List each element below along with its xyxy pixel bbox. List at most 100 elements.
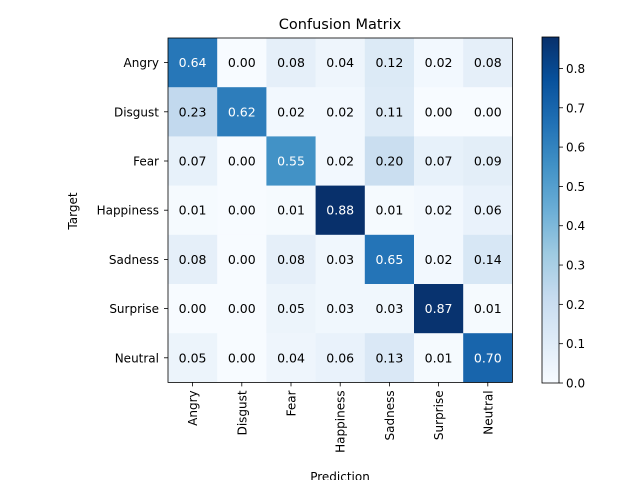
- colorbar-tick-label: 0.7: [566, 101, 585, 115]
- heatmap-cell: [266, 333, 316, 383]
- heatmap-cell: [217, 185, 267, 236]
- colorbar-tick-label: 0.0: [566, 377, 585, 391]
- x-axis-ticks: Angry Disgust Fear Happiness Sadness Surprise…: [186, 382, 495, 453]
- cell-value-label: 0.02: [326, 154, 354, 169]
- x-tick-label: Disgust: [235, 390, 249, 435]
- heatmap-cell-labels: 0.64 0.00 0.08 0.04 0.12 0.02 0.08 0.23 0.62 0.02…: [179, 55, 502, 365]
- heatmap-cell: [364, 284, 415, 334]
- cell-value-label: 0.03: [375, 301, 403, 316]
- cell-value-label: 0.00: [228, 154, 256, 169]
- cell-value-label: 0.01: [179, 203, 207, 218]
- heatmap-cell: [414, 87, 464, 137]
- heatmap-cell: [168, 136, 218, 186]
- heatmap-cell: [217, 136, 267, 186]
- colorbar-tick-label: 0.3: [566, 259, 585, 273]
- heatmap-cell: [364, 136, 415, 186]
- cell-value-label: 0.07: [425, 154, 453, 169]
- heatmap-cell: [463, 185, 513, 236]
- heatmap-cell: [414, 284, 464, 334]
- heatmap-cell: [168, 185, 218, 236]
- heatmap-cell: [168, 38, 218, 88]
- cell-value-label: 0.12: [375, 55, 403, 70]
- cell-value-label: 0.55: [277, 154, 305, 169]
- colorbar: [541, 36, 560, 384]
- cell-value-label: 0.02: [277, 104, 305, 119]
- heatmap-cell: [217, 87, 267, 137]
- cell-value-label: 0.04: [326, 55, 354, 70]
- x-tick-label: Neutral: [481, 390, 495, 434]
- cell-value-label: 0.02: [425, 203, 453, 218]
- heatmap-cell: [364, 38, 415, 88]
- cell-value-label: 0.87: [425, 301, 453, 316]
- colorbar-ticks: 0.0 0.1 0.2 0.3 0.4 0.5 0.6 0.7 0.8: [559, 62, 585, 391]
- heatmap-cell: [217, 284, 267, 334]
- heatmap-cell: [266, 38, 316, 88]
- heatmap-cell: [266, 87, 316, 137]
- cell-value-label: 0.00: [228, 252, 256, 267]
- heatmap-cell: [217, 333, 267, 383]
- cell-value-label: 0.00: [425, 104, 453, 119]
- heatmap-cell: [315, 333, 366, 383]
- cell-value-label: 0.03: [326, 301, 354, 316]
- heatmap-cell: [315, 136, 366, 186]
- y-axis-label: Target: [66, 192, 80, 230]
- y-axis-ticks: Angry Disgust Fear Happiness Sadness Surprise…: [97, 56, 168, 365]
- x-axis-label: Prediction: [310, 470, 370, 480]
- cell-value-label: 0.07: [179, 154, 207, 169]
- cell-value-label: 0.00: [179, 301, 207, 316]
- cell-value-label: 0.20: [375, 154, 403, 169]
- colorbar-tick-label: 0.4: [566, 219, 585, 233]
- cell-value-label: 0.70: [474, 350, 502, 365]
- colorbar-tick-label: 0.1: [566, 337, 585, 351]
- cell-value-label: 0.23: [179, 104, 207, 119]
- cell-value-label: 0.01: [375, 203, 403, 218]
- cell-value-label: 0.00: [228, 350, 256, 365]
- cell-value-label: 0.00: [228, 55, 256, 70]
- cell-value-label: 0.14: [474, 252, 502, 267]
- cell-value-label: 0.05: [179, 350, 207, 365]
- cell-value-label: 0.00: [474, 104, 502, 119]
- cell-value-label: 0.88: [326, 203, 354, 218]
- y-tick-label: Angry: [124, 56, 159, 70]
- heatmap-cell: [315, 234, 366, 285]
- heatmap-cell: [266, 136, 316, 186]
- colorbar-tick-label: 0.6: [566, 141, 585, 155]
- cell-value-label: 0.64: [179, 55, 207, 70]
- cell-value-label: 0.08: [179, 252, 207, 267]
- heatmap-cell: [315, 185, 366, 236]
- heatmap-cell: [168, 234, 218, 285]
- y-tick-label: Disgust: [114, 105, 159, 119]
- cell-value-label: 0.02: [425, 252, 453, 267]
- cell-value-label: 0.06: [326, 350, 354, 365]
- heatmap-cell: [364, 234, 415, 285]
- cell-value-label: 0.04: [277, 350, 305, 365]
- cell-value-label: 0.02: [425, 55, 453, 70]
- x-tick-label: Surprise: [432, 390, 446, 440]
- cell-value-label: 0.06: [474, 203, 502, 218]
- cell-value-label: 0.08: [474, 55, 502, 70]
- colorbar-tick-label: 0.8: [566, 62, 585, 76]
- heatmap-cell: [315, 284, 366, 334]
- y-tick-label: Neutral: [115, 351, 159, 365]
- heatmap-cell: [168, 87, 218, 137]
- heatmap-cell: [463, 87, 513, 137]
- heatmap-cell: [364, 185, 415, 236]
- heatmap-cell: [463, 136, 513, 186]
- cell-value-label: 0.05: [277, 301, 305, 316]
- heatmap-cell: [364, 87, 415, 137]
- heatmap-cell: [315, 87, 366, 137]
- cell-value-label: 0.00: [228, 203, 256, 218]
- cell-value-label: 0.13: [375, 350, 403, 365]
- heatmap-cell: [266, 185, 316, 236]
- heatmap-cell: [414, 38, 464, 88]
- y-tick-label: Fear: [133, 155, 159, 169]
- heatmap-cell: [414, 136, 464, 186]
- x-tick-label: Sadness: [383, 390, 397, 440]
- cell-value-label: 0.00: [228, 301, 256, 316]
- heatmap-cell: [463, 333, 513, 383]
- x-tick-label: Fear: [285, 390, 299, 416]
- cell-value-label: 0.11: [375, 104, 403, 119]
- heatmap-cell: [168, 333, 218, 383]
- heatmap-cells: [168, 38, 513, 383]
